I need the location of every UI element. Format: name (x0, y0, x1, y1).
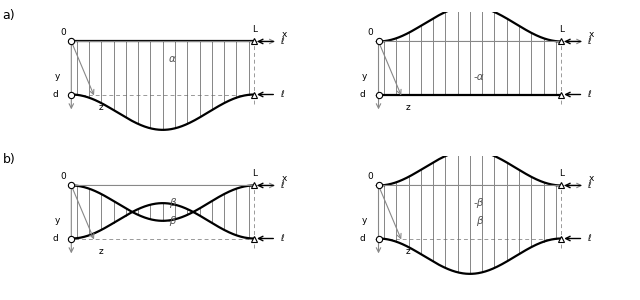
Text: d: d (52, 234, 58, 243)
Text: d: d (360, 90, 365, 99)
Text: ℓ: ℓ (587, 37, 591, 46)
Text: y: y (362, 216, 367, 225)
Text: L: L (252, 169, 257, 178)
Text: ℓ: ℓ (280, 234, 284, 243)
Text: β: β (476, 216, 483, 226)
Text: x: x (282, 30, 287, 39)
Text: z: z (99, 247, 104, 256)
Text: 0: 0 (367, 28, 373, 37)
Text: -β: -β (474, 198, 484, 208)
Text: L: L (252, 26, 257, 34)
Text: ℓ: ℓ (280, 90, 284, 99)
Text: L: L (559, 26, 564, 34)
Text: x: x (589, 30, 594, 39)
Text: d: d (52, 90, 58, 99)
Text: b): b) (3, 153, 15, 167)
Text: β: β (168, 198, 175, 208)
Text: x: x (282, 174, 287, 183)
Text: -α: -α (474, 72, 484, 82)
Text: ℓ: ℓ (280, 181, 284, 190)
Text: z: z (99, 103, 104, 112)
Text: a): a) (3, 9, 15, 22)
Text: x: x (589, 174, 594, 183)
Text: -β: -β (166, 216, 177, 226)
Text: ℓ: ℓ (587, 234, 591, 243)
Text: 0: 0 (60, 28, 66, 37)
Text: L: L (559, 169, 564, 178)
Text: 0: 0 (367, 172, 373, 181)
Text: d: d (360, 234, 365, 243)
Text: z: z (406, 103, 411, 112)
Text: y: y (55, 72, 60, 81)
Text: ℓ: ℓ (280, 37, 284, 46)
Text: y: y (55, 216, 60, 225)
Text: y: y (362, 72, 367, 81)
Text: z: z (406, 247, 411, 256)
Text: α: α (168, 54, 175, 64)
Text: ℓ: ℓ (587, 90, 591, 99)
Text: ℓ: ℓ (587, 181, 591, 190)
Text: 0: 0 (60, 172, 66, 181)
